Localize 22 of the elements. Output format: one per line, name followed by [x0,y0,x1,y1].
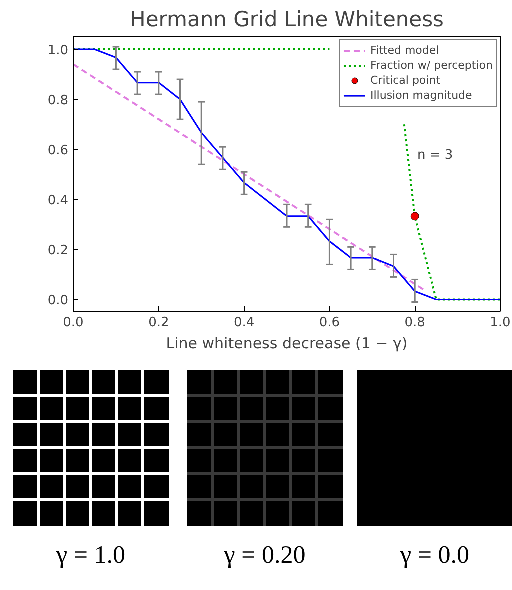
y-tick-label: 1.0 [48,44,69,59]
x-tick-label: 0.4 [234,316,255,330]
annotation: n = 3 [418,148,454,163]
text: γ = 0.20 [223,541,307,571]
legend-label: Fitted model [370,43,440,58]
y-tick-label: 0.8 [48,94,69,109]
x-tick-label: 1.0 [490,316,511,330]
text: γ = 1.0 [56,541,126,571]
x-tick-label: 0.2 [148,316,170,330]
legend-label: Fraction w/ perception [370,58,493,73]
chart-title: Hermann Grid Line Whiteness [130,8,444,32]
y-tick-label: 0.0 [48,294,69,309]
y-tick-label: 0.6 [48,144,69,159]
x-axis-title: Line whiteness decrease (1 − γ) [166,334,408,352]
y-tick-label: 0.4 [48,194,69,209]
x-tick-label: 0.6 [319,316,340,330]
text: γ = 0.0 [400,541,470,571]
x-tick-label: 0.0 [63,316,84,330]
legend-label: Illusion magnitude [370,88,472,103]
x-tick-label: 0.8 [404,316,426,330]
y-tick-label: 0.2 [48,244,69,259]
legend-label: Critical point [370,73,441,88]
